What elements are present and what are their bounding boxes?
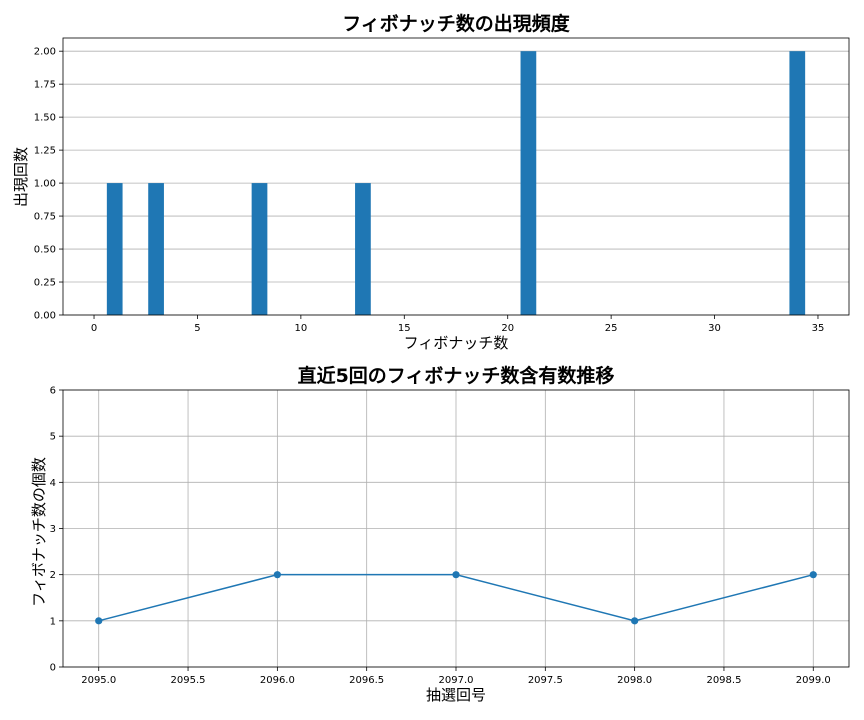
y-tick-label: 1.25 [34,146,56,157]
x-tick-label: 25 [605,323,618,334]
y-tick-label: 0.50 [34,245,56,256]
data-point [452,571,460,579]
y-tick-label: 6 [50,386,56,397]
x-tick-label: 2096.0 [260,675,295,686]
y-tick-label: 3 [50,524,56,535]
x-tick-label: 30 [708,323,721,334]
bar [789,51,806,315]
x-tick-label: 5 [194,323,200,334]
x-tick-label: 2095.0 [81,675,116,686]
line-chart-y-ticks: 0 1 2 3 4 5 6 [50,386,63,674]
x-tick-label: 2098.5 [706,675,741,686]
y-tick-label: 1.75 [34,80,56,91]
bar-chart-x-label: フィボナッチ数 [404,334,509,352]
bar [520,51,537,315]
y-tick-label: 5 [50,432,56,443]
bar-chart-gridlines [63,50,849,316]
x-tick-label: 2095.5 [171,675,206,686]
line-chart: 直近5回のフィボナッチ数含有数推移 2095.0 2095.5 2096.0 2096… [30,364,850,704]
line-chart-x-label: 抽選回号 [426,686,486,704]
x-tick-label: 2097.0 [439,675,474,686]
y-tick-label: 4 [50,478,56,489]
data-point [95,617,103,625]
y-tick-label: 0.00 [34,311,56,322]
x-tick-label: 0 [91,323,97,334]
bar-chart-title: フィボナッチ数の出現頻度 [342,12,571,35]
y-tick-label: 0 [50,663,56,674]
bar-chart-frame [62,37,850,316]
bar [148,183,164,315]
x-tick-label: 2098.0 [617,675,652,686]
line-chart-gridlines [63,389,849,668]
line-chart-y-label: フィボナッチ数の個数 [30,457,48,607]
x-tick-label: 2097.5 [528,675,563,686]
x-tick-label: 10 [295,323,308,334]
x-tick-label: 20 [501,323,514,334]
x-tick-label: 15 [398,323,411,334]
x-tick-label: 35 [812,323,825,334]
bar-chart: フィボナッチ数の出現頻度 0 5 10 15 20 25 30 35 0.00 0.25 0.50… [12,12,850,352]
x-tick-label: 2096.5 [349,675,384,686]
x-tick-label: 2099.0 [796,675,831,686]
y-tick-label: 2 [50,570,56,581]
y-tick-label: 1.50 [34,113,56,124]
bar-chart-bars [106,51,806,315]
line-chart-title: 直近5回のフィボナッチ数含有数推移 [298,364,615,387]
data-point [273,571,281,579]
y-tick-label: 1.00 [34,179,56,190]
bar-chart-x-ticks: 0 5 10 15 20 25 30 35 [91,315,825,334]
y-tick-label: 2.00 [34,47,56,58]
y-tick-label: 0.75 [34,212,56,223]
data-point [809,571,817,579]
y-tick-label: 1 [50,616,56,627]
bar [355,183,371,315]
line-chart-x-ticks: 2095.0 2095.5 2096.0 2096.5 2097.0 2097.5 2098… [81,667,831,686]
data-point [631,617,639,625]
bar-chart-y-ticks: 0.00 0.25 0.50 0.75 1.00 1.25 1.50 1.75 2.00 [34,47,63,322]
y-tick-label: 0.25 [34,278,56,289]
bar [106,183,123,315]
line-chart-series [95,571,817,625]
bar [251,183,268,315]
bar-chart-y-label: 出現回数 [12,147,30,207]
